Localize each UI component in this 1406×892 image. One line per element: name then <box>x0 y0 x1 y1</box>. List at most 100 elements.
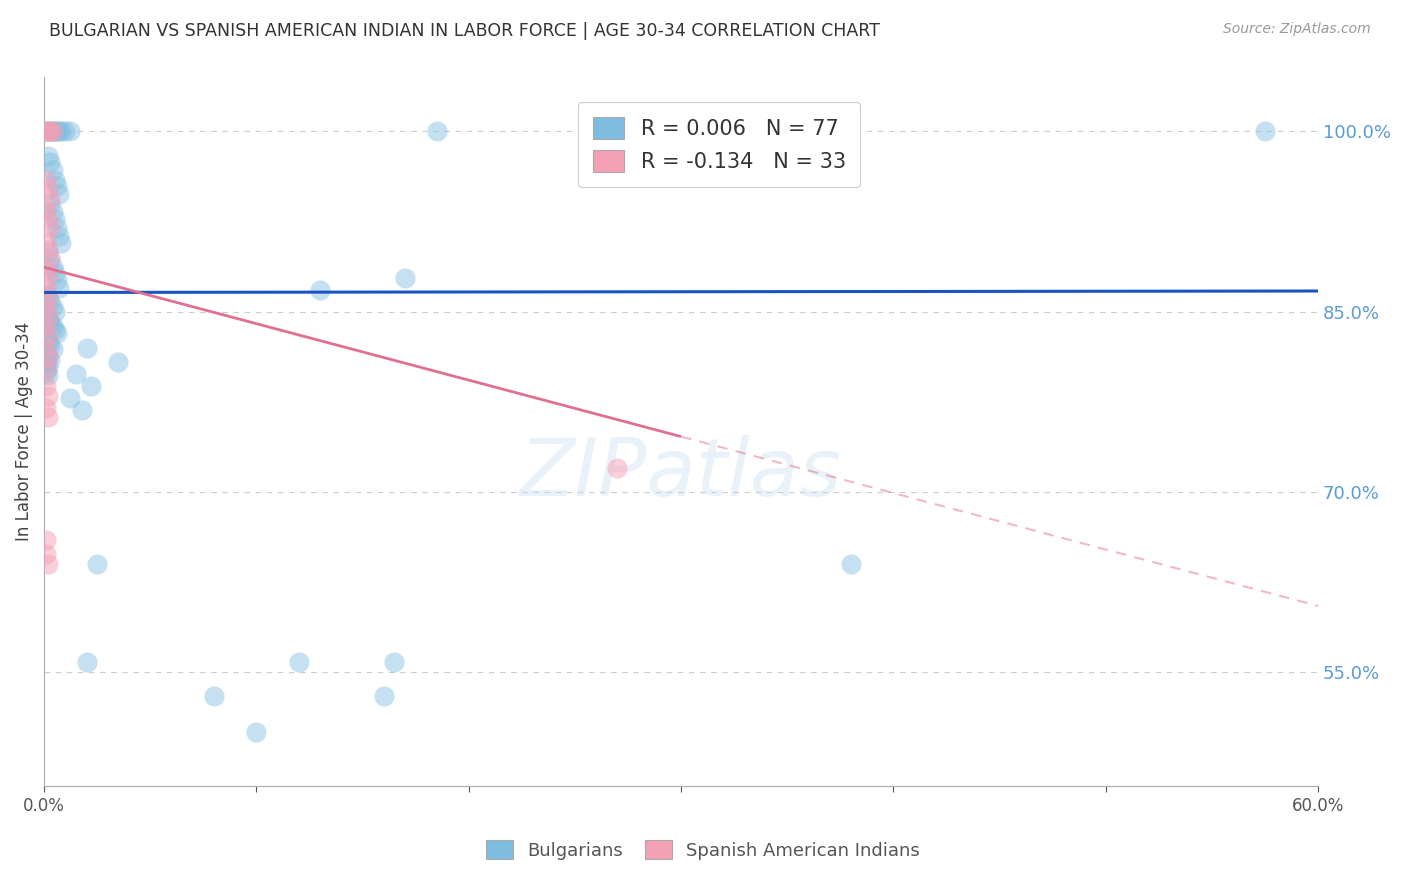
Point <box>80 379 103 393</box>
Point <box>37 368 59 383</box>
Point <box>37 359 59 374</box>
Point <box>35 401 58 415</box>
Point <box>35 300 58 314</box>
Point <box>37 182 59 196</box>
Point <box>48 229 70 244</box>
Point <box>41 260 63 275</box>
Point <box>35 547 58 561</box>
Point <box>39 124 62 138</box>
Point <box>37 349 59 363</box>
Point <box>37 212 59 227</box>
Point <box>39 251 62 265</box>
Point <box>37 290 59 304</box>
Point <box>288 656 311 670</box>
Point <box>35 331 58 345</box>
Point <box>37 124 59 138</box>
Point <box>37 242 59 256</box>
Point <box>39 154 62 169</box>
Point <box>394 271 416 285</box>
Point <box>1254 124 1277 138</box>
Point <box>41 319 63 334</box>
Point <box>76 341 98 355</box>
Point <box>37 290 59 304</box>
Point <box>37 148 59 162</box>
Point <box>35 356 58 370</box>
Point <box>35 286 58 301</box>
Point <box>37 351 59 365</box>
Point <box>35 202 58 217</box>
Legend: R = 0.006   N = 77, R = -0.134   N = 33: R = 0.006 N = 77, R = -0.134 N = 33 <box>578 102 860 187</box>
Point <box>39 295 62 310</box>
Text: ZIPatlas: ZIPatlas <box>520 435 842 513</box>
Point <box>39 316 62 330</box>
Point <box>35 262 58 277</box>
Point <box>44 212 66 227</box>
Point <box>35 362 58 376</box>
Point <box>44 124 66 138</box>
Point <box>35 124 58 138</box>
Point <box>41 205 63 219</box>
Point <box>58 124 80 138</box>
Point <box>39 352 62 367</box>
Point <box>65 367 87 381</box>
Point <box>37 328 59 343</box>
Point <box>107 355 129 369</box>
Point <box>37 389 59 403</box>
Point <box>45 326 67 341</box>
Point <box>37 311 59 326</box>
Point <box>58 391 80 405</box>
Point <box>39 338 62 352</box>
Point <box>45 178 67 193</box>
Point <box>41 342 63 356</box>
Point <box>39 124 62 138</box>
Point <box>49 124 72 138</box>
Point <box>606 460 628 475</box>
Point <box>39 192 62 206</box>
Point <box>35 341 58 355</box>
Point <box>49 236 72 251</box>
Point <box>35 533 58 547</box>
Point <box>37 271 59 285</box>
Point <box>45 220 67 235</box>
Point <box>309 283 332 297</box>
Point <box>35 308 58 322</box>
Point <box>35 379 58 393</box>
Point <box>41 124 63 138</box>
Point <box>384 656 406 670</box>
Point <box>41 300 63 314</box>
Point <box>39 253 62 268</box>
Legend: Bulgarians, Spanish American Indians: Bulgarians, Spanish American Indians <box>478 833 928 867</box>
Point <box>48 280 70 294</box>
Point <box>44 172 66 186</box>
Point <box>37 244 59 259</box>
Point <box>35 172 58 186</box>
Point <box>35 365 58 379</box>
Text: Source: ZipAtlas.com: Source: ZipAtlas.com <box>1223 22 1371 37</box>
Point <box>44 266 66 280</box>
Point <box>44 323 66 337</box>
Point <box>373 689 395 703</box>
Point <box>35 124 58 138</box>
Point <box>53 124 76 138</box>
Point <box>76 656 98 670</box>
Y-axis label: In Labor Force | Age 30-34: In Labor Force | Age 30-34 <box>15 322 32 541</box>
Point <box>41 124 63 138</box>
Point <box>72 403 94 417</box>
Point <box>41 163 63 178</box>
Point <box>48 186 70 201</box>
Point <box>35 233 58 247</box>
Point <box>39 196 62 211</box>
Point <box>86 557 108 571</box>
Point <box>37 334 59 349</box>
Point <box>245 725 267 739</box>
Point <box>44 304 66 318</box>
Point <box>37 557 59 571</box>
Point <box>45 124 67 138</box>
Text: BULGARIAN VS SPANISH AMERICAN INDIAN IN LABOR FORCE | AGE 30-34 CORRELATION CHAR: BULGARIAN VS SPANISH AMERICAN INDIAN IN … <box>49 22 880 40</box>
Point <box>35 280 58 294</box>
Point <box>839 557 862 571</box>
Point <box>45 273 67 287</box>
Point <box>37 310 59 324</box>
Point <box>39 220 62 235</box>
Point <box>37 410 59 425</box>
